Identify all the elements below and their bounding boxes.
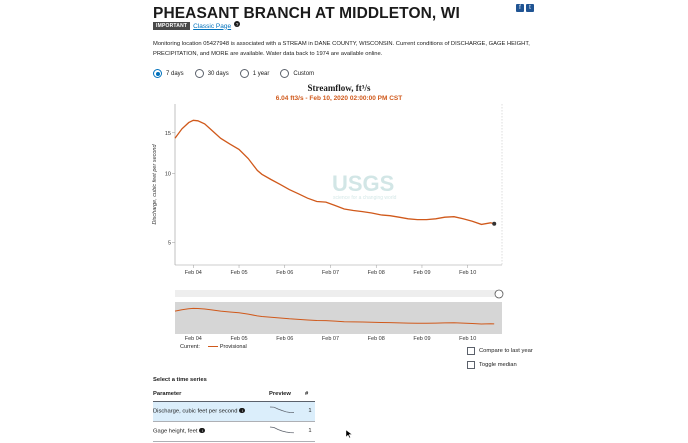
brush-series-line	[174, 307, 495, 325]
brush-chart[interactable]: Feb 04 Feb 05 Feb 06 Feb 07 Feb 08 Feb 09 Feb …	[150, 288, 510, 344]
chart-options: Compare to last year Toggle median	[467, 346, 533, 374]
table-row[interactable]: Discharge, cubic feet per second i 1	[153, 401, 315, 422]
y-tick-label: 15	[165, 131, 171, 137]
facebook-icon[interactable]: f	[516, 4, 524, 12]
brush-x-tick-label: Feb 10	[459, 336, 476, 342]
period-option-30-days[interactable]: 30 days	[194, 69, 229, 78]
brush-x-tick-label: Feb 04	[185, 336, 202, 342]
legend-current-label: Current:	[180, 344, 200, 350]
preview-sparkline	[269, 426, 295, 434]
legend-provisional: Provisional	[207, 344, 247, 350]
period-label: 30 days	[207, 70, 229, 77]
x-tick-label: Feb 10	[459, 270, 476, 276]
brush-track	[175, 290, 502, 297]
x-tick-label: Feb 07	[322, 270, 339, 276]
column-header-parameter: Parameter	[153, 388, 269, 402]
radio-button[interactable]	[194, 69, 204, 78]
classic-page-link[interactable]: Classic Page	[193, 22, 232, 30]
info-icon[interactable]: i	[199, 427, 205, 434]
series-line-provisional	[174, 119, 495, 226]
radio-button[interactable]	[239, 69, 249, 78]
x-tick-label: Feb 05	[230, 270, 247, 276]
preview-cell	[269, 421, 305, 442]
parameter-cell: Discharge, cubic feet per second i	[153, 401, 269, 422]
x-tick-label: Feb 04	[185, 270, 202, 276]
badge-row: IMPORTANT Classic Page ?	[153, 21, 241, 30]
info-icon[interactable]: i	[239, 407, 245, 414]
brush-x-tick-label: Feb 09	[413, 336, 430, 342]
important-badge: IMPORTANT	[153, 22, 191, 30]
watermark-text: USGS	[332, 171, 394, 196]
y-axis-label: Discharge, cubic feet per second	[152, 144, 158, 225]
mouse-cursor-icon	[346, 430, 352, 438]
count-cell: 1	[305, 421, 315, 442]
chart-title: Streamflow, ft³/s	[307, 83, 371, 93]
period-option-custom[interactable]: Custom	[280, 69, 314, 78]
compare-last-year-toggle[interactable]: Compare to last year	[467, 346, 533, 355]
parameter-name: Gage height, feet	[153, 428, 198, 435]
column-header-preview: Preview	[269, 388, 305, 402]
radio-button[interactable]	[280, 69, 290, 78]
page-title: PHEASANT BRANCH AT MIDDLETON, WI	[153, 5, 460, 22]
preview-cell	[269, 401, 305, 422]
parameter-name: Discharge, cubic feet per second	[153, 408, 238, 415]
brush-x-tick-label: Feb 06	[276, 336, 293, 342]
period-label: Custom	[293, 70, 315, 77]
preview-sparkline	[269, 406, 295, 413]
median-label: Toggle median	[479, 361, 517, 368]
brush-handle	[494, 289, 504, 299]
count-cell: 1	[305, 401, 315, 422]
time-series-heading: Select a time series	[153, 377, 207, 383]
x-tick-label: Feb 06	[276, 270, 293, 276]
location-description: Monitoring location 05427948 is associat…	[153, 41, 530, 57]
legend-provisional-label: Provisional	[219, 344, 247, 350]
hover-point	[492, 221, 497, 226]
x-tick-label: Feb 09	[413, 270, 430, 276]
x-tick-label: Feb 08	[368, 270, 385, 276]
brush-x-tick-label: Feb 05	[230, 336, 247, 342]
chart-tooltip: 6.04 ft3/s - Feb 10, 2020 02:00:00 PM CS…	[275, 95, 403, 102]
legend-line-swatch	[207, 345, 218, 348]
help-icon[interactable]: ?	[234, 21, 241, 27]
checkbox[interactable]	[467, 346, 475, 355]
brush-x-tick-label: Feb 07	[322, 336, 339, 342]
period-option-7-days[interactable]: 7 days	[153, 69, 184, 78]
share-links: f t	[516, 4, 534, 12]
brush-background	[175, 302, 502, 334]
chart-legend: Current: Provisional	[180, 344, 247, 350]
checkbox[interactable]	[467, 360, 475, 369]
period-selector: 7 days 30 days 1 year Custom	[153, 69, 325, 78]
y-tick-label: 5	[168, 241, 171, 247]
twitter-icon[interactable]: t	[526, 4, 534, 12]
watermark-subtext: science for a changing world	[333, 195, 397, 201]
compare-label: Compare to last year	[479, 347, 533, 354]
column-header-count: #	[305, 388, 315, 402]
period-label: 1 year	[252, 70, 270, 77]
median-toggle[interactable]: Toggle median	[467, 360, 533, 369]
time-series-table: Parameter Preview # Discharge, cubic fee…	[153, 388, 315, 442]
parameter-cell: Gage height, feet i	[153, 421, 269, 442]
brush-x-tick-label: Feb 08	[368, 336, 385, 342]
period-option-1-year[interactable]: 1 year	[239, 69, 270, 78]
period-label: 7 days	[166, 70, 184, 77]
y-tick-label: 10	[165, 171, 171, 177]
radio-button[interactable]	[153, 69, 162, 78]
table-row[interactable]: Gage height, feet i 1	[153, 421, 315, 442]
